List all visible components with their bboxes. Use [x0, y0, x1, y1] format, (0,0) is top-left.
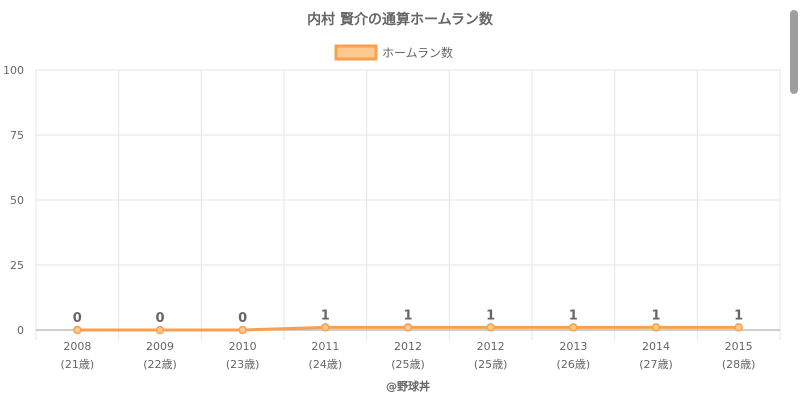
- x-tick-label: 2013: [559, 340, 587, 353]
- data-point: [486, 323, 495, 332]
- y-tick-label: 100: [3, 64, 24, 77]
- x-tick-label: 2008: [63, 340, 91, 353]
- y-tick-label: 0: [17, 324, 24, 337]
- footer-credit: @野球丼: [386, 379, 430, 393]
- x-tick-label: 2010: [229, 340, 257, 353]
- x-tick-sublabel: (27歳): [639, 358, 673, 371]
- data-labels: 0 0 0 1 1 1 1 1 1: [73, 308, 743, 326]
- chart-title: 内村 賢介の通算ホームラン数: [307, 11, 494, 28]
- x-tick-label: 2015: [725, 340, 753, 353]
- data-point: [403, 323, 413, 332]
- data-point: [734, 323, 743, 332]
- data-label: 1: [486, 308, 495, 323]
- y-tick-label: 25: [10, 259, 24, 272]
- legend-label: ホームラン数: [382, 45, 453, 60]
- data-point: [651, 323, 661, 332]
- x-tick-sublabel: (28歳): [722, 358, 756, 371]
- data-point: [155, 325, 165, 335]
- x-tick-label: 2014: [642, 340, 670, 353]
- x-tick-sublabel: (22歳): [143, 358, 177, 371]
- grid: [35, 69, 781, 340]
- x-tick-sublabel: (24歳): [309, 358, 343, 371]
- data-label: 1: [321, 308, 330, 323]
- x-tick-sublabel: (23歳): [226, 358, 260, 371]
- x-tick-label: 2012: [477, 340, 505, 353]
- data-point: [73, 325, 82, 335]
- data-label: 1: [403, 308, 412, 323]
- x-axis-ticks: 2008 (21歳) 2009 (22歳) 2010 (23歳) 2011 (24歳) 2012…: [61, 340, 756, 371]
- y-tick-label: 50: [10, 194, 24, 207]
- data-label: 0: [155, 311, 164, 326]
- data-point: [569, 323, 578, 332]
- y-tick-label: 75: [10, 129, 24, 142]
- data-label: 1: [569, 308, 578, 323]
- data-label: 1: [651, 308, 660, 323]
- data-label: 0: [73, 311, 82, 326]
- x-tick-label: 2011: [311, 340, 339, 353]
- scrollbar-thumb[interactable]: [790, 10, 798, 94]
- legend: ホームラン数: [334, 44, 453, 61]
- y-axis-ticks: 0 25 50 75 100: [3, 64, 24, 337]
- x-tick-label: 2012: [394, 340, 422, 353]
- legend-swatch: [334, 44, 378, 61]
- x-tick-sublabel: (25歳): [391, 358, 425, 371]
- data-label: 0: [238, 311, 247, 326]
- x-tick-sublabel: (26歳): [557, 358, 591, 371]
- series: [73, 323, 743, 335]
- data-point: [321, 323, 330, 332]
- x-tick-sublabel: (25歳): [474, 358, 508, 371]
- x-tick-label: 2009: [146, 340, 174, 353]
- data-label: 1: [734, 308, 743, 323]
- x-tick-sublabel: (21歳): [61, 358, 95, 371]
- data-point: [238, 325, 247, 335]
